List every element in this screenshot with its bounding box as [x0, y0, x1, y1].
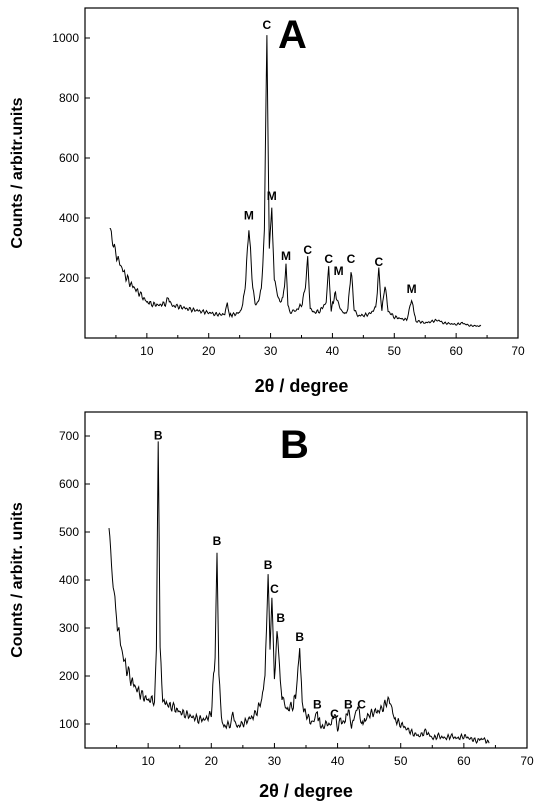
x-tick-label: 60 — [457, 754, 471, 768]
xrd-pattern-a — [109, 35, 482, 328]
x-axis-label-a: 2θ / degree — [255, 376, 349, 396]
peak-annotation: C — [270, 582, 279, 596]
y-tick-label: 400 — [59, 573, 79, 587]
x-tick-label: 30 — [264, 344, 278, 358]
peak-annotation: C — [303, 243, 312, 257]
y-tick-label: 300 — [59, 621, 79, 635]
panel-label-a: A — [278, 13, 307, 57]
peak-annotation: M — [267, 189, 277, 203]
y-tick-label: 800 — [59, 91, 79, 105]
x-tick-label: 40 — [331, 754, 345, 768]
peak-annotation: C — [263, 18, 272, 32]
peak-annotation: C — [374, 255, 383, 269]
x-axis-label-b: 2θ / degree — [259, 781, 353, 801]
x-tick-label: 20 — [205, 754, 219, 768]
y-tick-label: 600 — [59, 477, 79, 491]
peak-annotation: M — [244, 209, 254, 223]
x-tick-label: 50 — [394, 754, 408, 768]
peak-annotation: C — [330, 707, 339, 721]
peak-annotation: M — [334, 264, 344, 278]
peak-annotation: M — [407, 282, 417, 296]
peak-annotation: B — [154, 429, 163, 443]
y-axis-label-a: Counts / arbitr.units — [9, 97, 26, 248]
peak-annotation: B — [264, 558, 273, 572]
y-tick-label: 600 — [59, 151, 79, 165]
peak-annotation: B — [295, 630, 304, 644]
x-tick-label: 60 — [449, 344, 463, 358]
peak-annotation: B — [313, 697, 322, 711]
peak-annotation: B — [276, 611, 285, 625]
x-tick-label: 70 — [520, 754, 534, 768]
y-tick-label: 200 — [59, 669, 79, 683]
x-tick-label: 10 — [141, 754, 155, 768]
x-tick-label: 30 — [268, 754, 282, 768]
x-tick-label: 50 — [388, 344, 402, 358]
x-tick-label: 20 — [202, 344, 216, 358]
y-tick-label: 700 — [59, 429, 79, 443]
peak-annotation: B — [344, 697, 353, 711]
panel-label-b: B — [280, 423, 309, 467]
y-tick-label: 400 — [59, 211, 79, 225]
peak-annotation: C — [347, 252, 356, 266]
x-tick-label: 40 — [326, 344, 340, 358]
x-tick-label: 10 — [140, 344, 154, 358]
peak-annotation: M — [281, 249, 291, 263]
x-tick-label: 70 — [511, 344, 525, 358]
peak-annotation: C — [324, 252, 333, 266]
xrd-pattern-b — [108, 441, 490, 745]
peak-annotation: C — [357, 697, 366, 711]
plot-frame-a — [84, 7, 519, 339]
peak-annotation: B — [213, 534, 222, 548]
y-tick-label: 500 — [59, 525, 79, 539]
y-tick-label: 100 — [59, 717, 79, 731]
y-tick-label: 1000 — [52, 31, 79, 45]
y-axis-label-b: Counts / arbitr. units — [9, 502, 26, 658]
y-tick-label: 200 — [59, 271, 79, 285]
